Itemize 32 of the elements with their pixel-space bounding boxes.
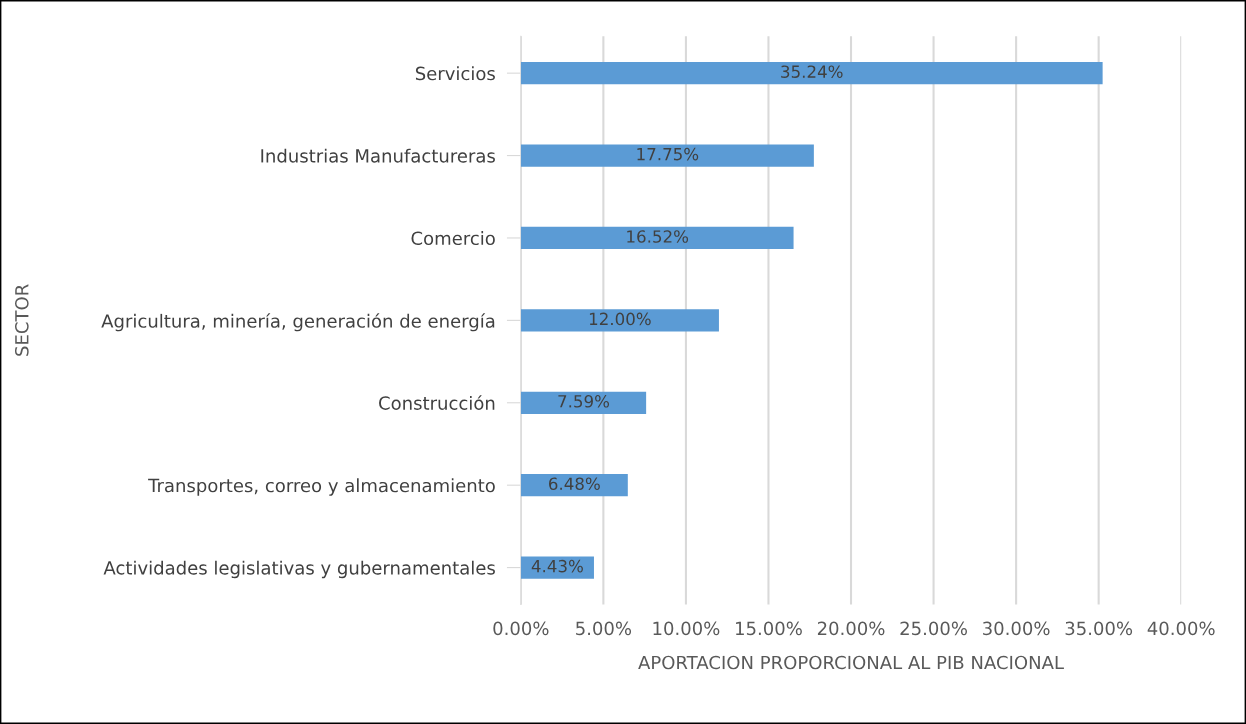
bar [520,309,719,332]
x-tick-label: 15.00% [736,621,802,636]
y-tick-label: Construcción [379,395,495,410]
y-tick-label: Transportes, correo y almacenamiento [148,478,495,496]
x-tick-label: 25.00% [900,621,967,636]
bar [520,144,814,167]
data-label: 7.59% [558,395,610,408]
y-axis-title: SECTOR [14,284,29,356]
x-tick-label: 0.00% [493,621,549,636]
data-label: 17.75% [637,147,699,161]
y-tick-label: Actividades legislativas y gubernamentales [103,560,495,579]
bar [520,226,794,250]
x-axis-title: APORTACION PROPORCIONAL AL PIB NACIONAL [638,655,1064,670]
x-tick-label: 20.00% [817,621,885,636]
data-label: 35.24% [781,65,843,78]
data-label: 4.43% [531,559,583,573]
bar [520,556,594,579]
y-tick-label: Comercio [411,231,495,246]
data-label: 12.00% [589,312,651,326]
x-tick-label: 30.00% [983,621,1050,636]
x-tick-label: 35.00% [1065,621,1133,636]
x-tick-label: 40.00% [1147,621,1215,636]
bar [520,474,628,497]
bar [520,391,647,414]
y-tick-label: Industrias Manufactureras [261,148,495,163]
x-tick-label: 5.00% [576,621,632,636]
y-tick-label: Agricultura, minería, generación de energía [101,313,495,332]
bar [520,62,1103,85]
x-tick-label: 10.00% [653,621,720,636]
y-tick-label: Servicios [415,66,495,81]
data-label: 6.48% [549,477,600,491]
data-label: 16.52% [627,230,689,243]
